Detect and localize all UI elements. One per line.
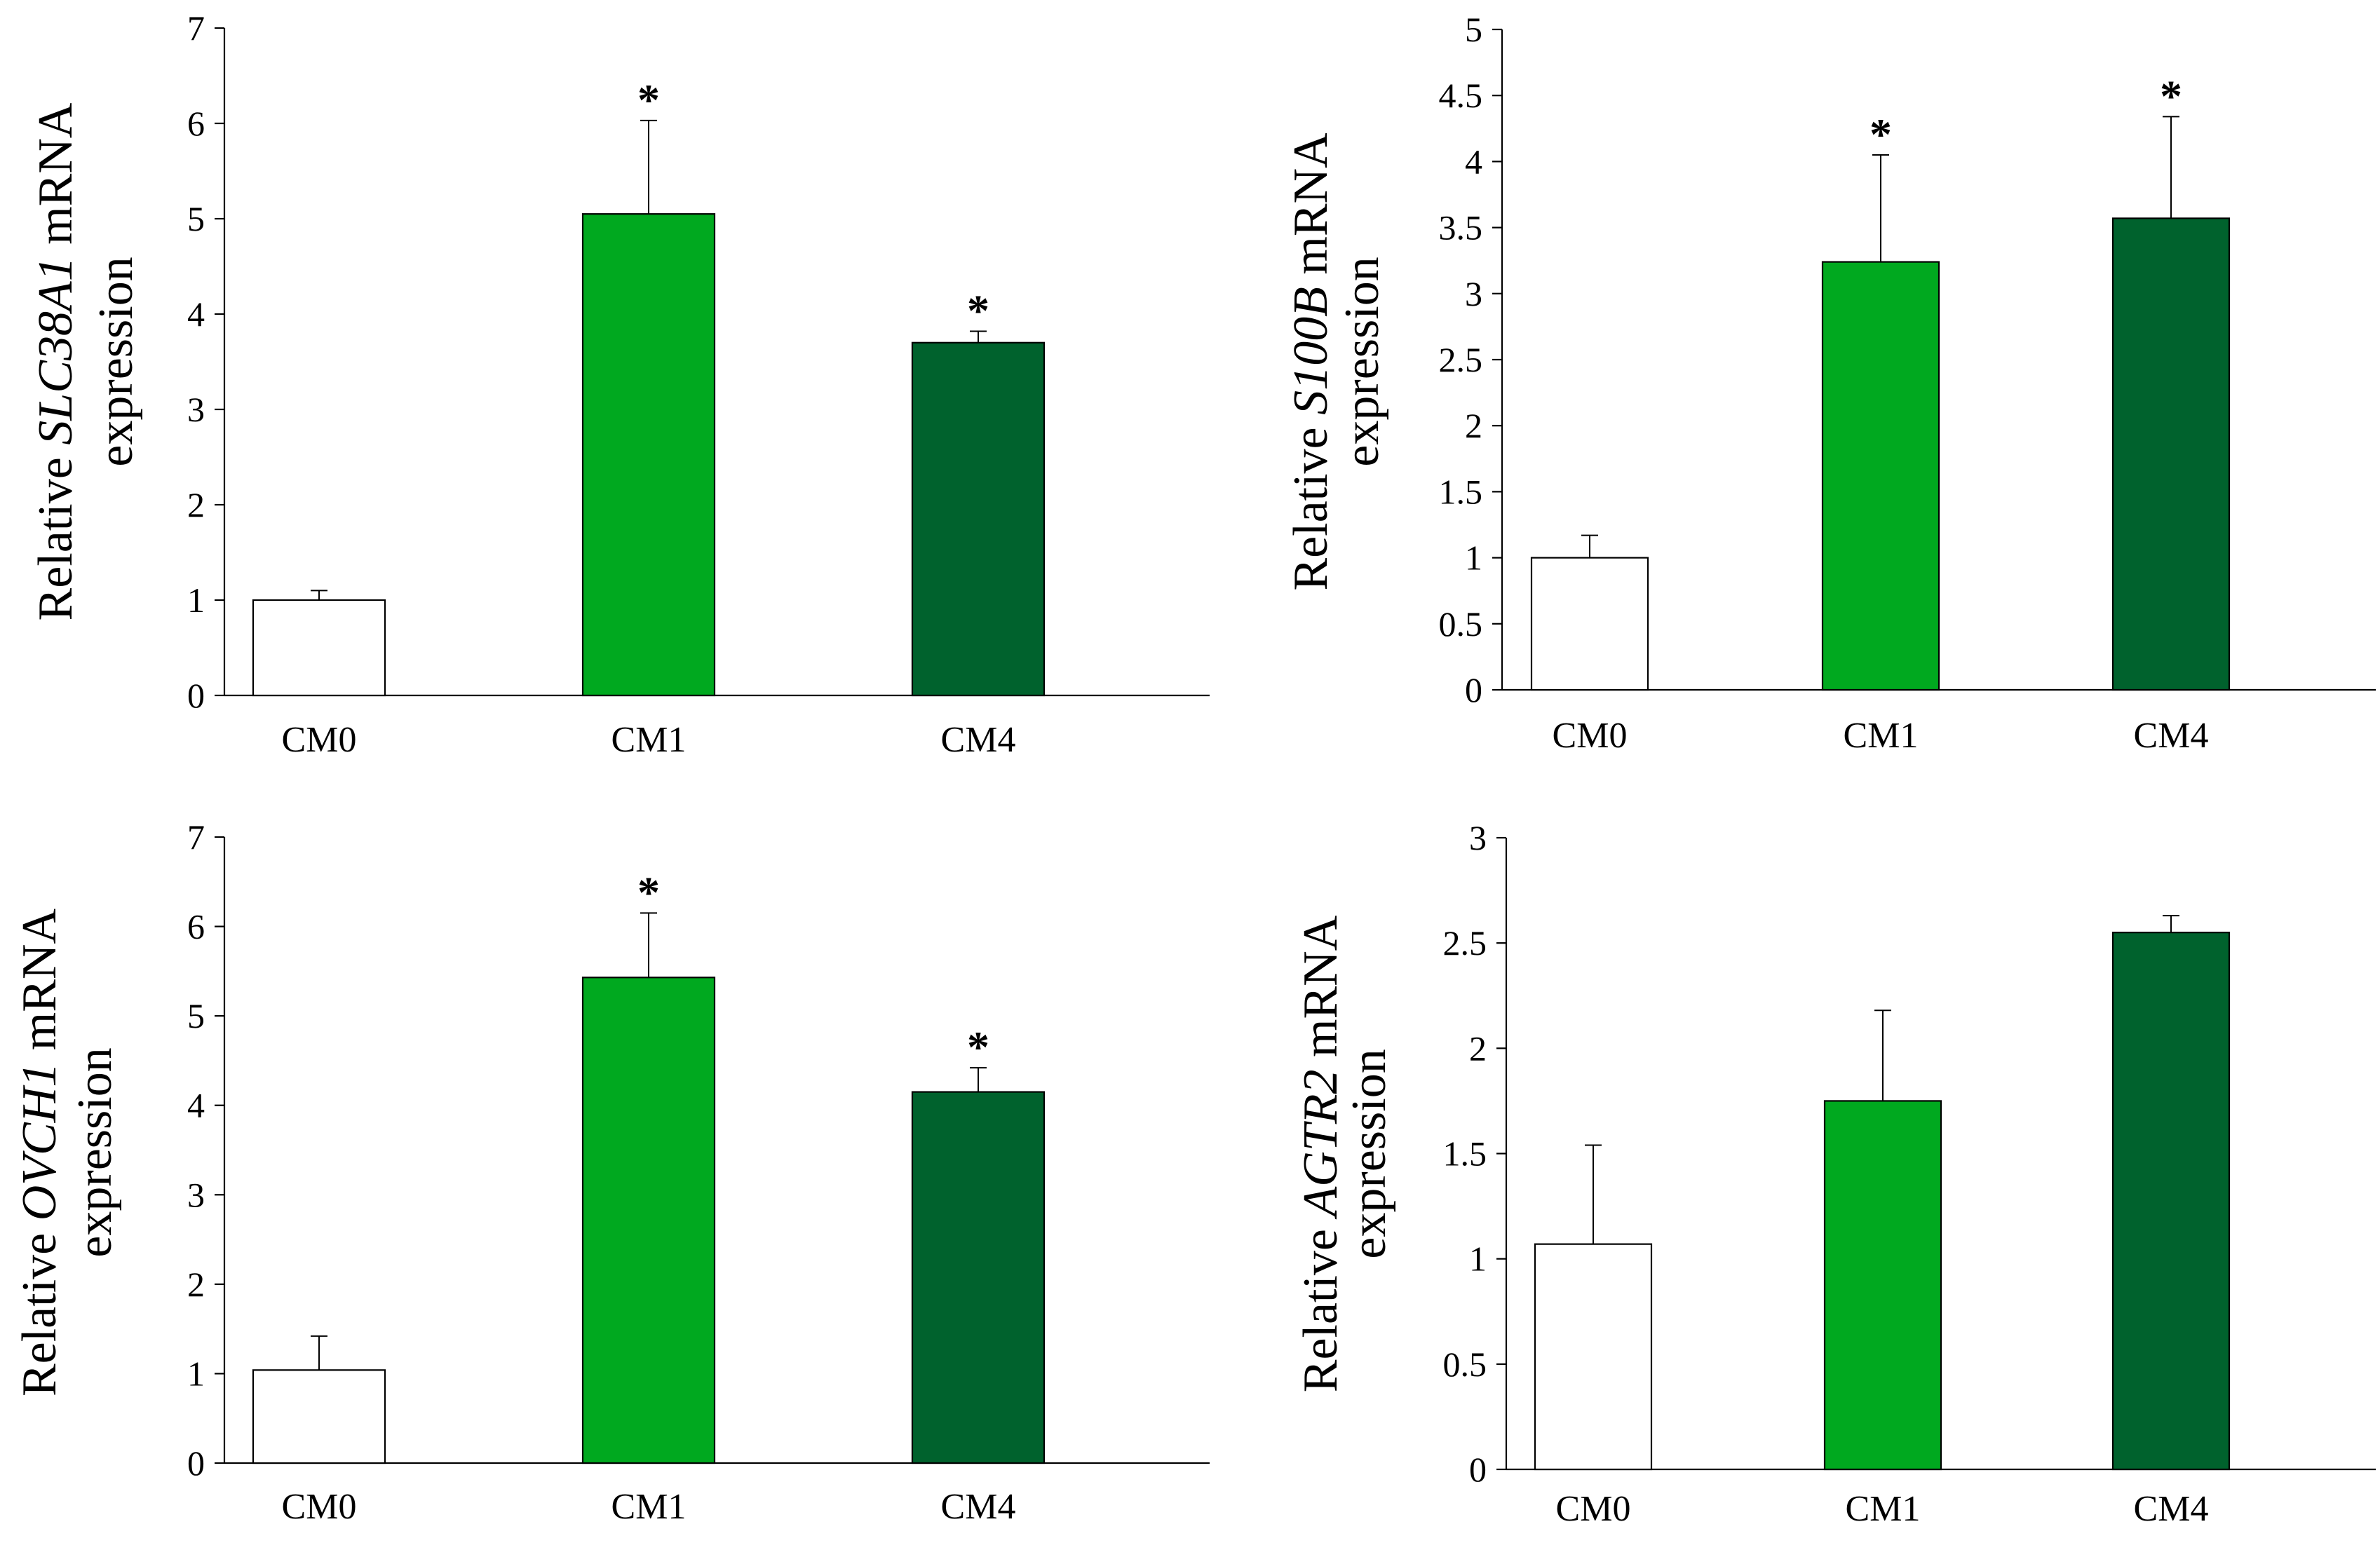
chart-panel-s100b: 0 0.5 1 1.5 2 2.5 3 3.5 4 4.5 5 CM0 * CM1 * CM4 Relative… (1284, 10, 2376, 756)
chart-panel-ovch1: 0 1 2 3 4 5 6 7 CM0 * CM1 * CM4 Relative OVCH1 mRNAex… (13, 817, 1210, 1527)
y-tick-label: 4 (1465, 142, 1482, 181)
y-axis-label: Relative AGTR2 mRNA (1294, 915, 1348, 1392)
significance-marker: * (1869, 109, 1892, 159)
y-tick-label: 3 (187, 390, 205, 429)
x-tick-label: CM0 (1553, 716, 1628, 756)
x-tick-label: CM1 (611, 1487, 687, 1527)
y-axis-label-line2: expression (1342, 1049, 1396, 1258)
y-tick-label: 0.5 (1443, 1345, 1487, 1384)
y-tick-label: 6 (187, 907, 205, 946)
y-tick-label: 2 (187, 485, 205, 524)
y-tick-label: 2.5 (1443, 923, 1487, 963)
y-tick-label: 1.5 (1443, 1134, 1487, 1174)
y-tick-label: 7 (187, 817, 205, 857)
y-tick-label: 1.5 (1439, 472, 1483, 511)
significance-marker: * (967, 1022, 989, 1072)
bar-cm1 (1821, 261, 1940, 691)
bar-cm0 (1534, 1243, 1653, 1471)
x-tick-label: CM4 (2134, 716, 2209, 756)
y-tick-label: 0 (187, 1443, 205, 1483)
y-tick-label: 4 (187, 1086, 205, 1125)
x-tick-label: CM0 (1556, 1489, 1631, 1529)
significance-marker: * (637, 75, 660, 125)
y-tick-label: 6 (187, 104, 205, 143)
y-tick-label: 3 (1465, 274, 1482, 313)
bar-cm0 (252, 1369, 386, 1464)
significance-marker: * (637, 867, 660, 917)
bar-cm4 (2111, 217, 2231, 691)
y-tick-label: 4 (187, 294, 205, 334)
x-tick-label: CM0 (282, 720, 357, 760)
bar-cm1 (581, 213, 716, 697)
y-tick-label: 3 (1469, 818, 1487, 857)
bar-cm0 (252, 599, 386, 697)
y-axis-label: Relative OVCH1 mRNA (13, 909, 67, 1397)
y-tick-label: 7 (187, 8, 205, 48)
y-tick-label: 1 (1465, 538, 1482, 578)
x-tick-label: CM1 (1846, 1489, 1921, 1529)
significance-marker: * (967, 285, 989, 335)
x-tick-label: CM1 (611, 720, 687, 760)
y-tick-label: 0 (1465, 670, 1482, 709)
y-tick-label: 5 (187, 199, 205, 238)
y-tick-label: 1 (187, 1354, 205, 1393)
bar-cm4 (911, 1091, 1046, 1464)
y-axis-label-line2: expression (89, 257, 143, 466)
bar-cm1 (1823, 1100, 1942, 1471)
chart-panel-agtr2: 0 0.5 1 1.5 2 2.5 3 CM0 CM1 CM4 Relative AGTR2 mRN… (1294, 818, 2376, 1529)
y-axis-label: Relative S100B mRNA (1284, 132, 1338, 591)
bar-cm4 (2111, 932, 2231, 1471)
y-tick-label: 5 (1465, 10, 1482, 49)
x-tick-label: CM4 (941, 720, 1016, 760)
y-tick-label: 1 (1469, 1239, 1487, 1279)
bar-cm1 (581, 977, 716, 1464)
chart-panel-slc38a1: 0 1 2 3 4 5 6 7 CM0 * CM1 * CM4 Relative SLC38A1 mRNA… (29, 8, 1210, 760)
x-tick-label: CM1 (1844, 716, 1919, 756)
y-tick-label: 2 (1465, 406, 1482, 445)
bar-cm0 (1530, 557, 1649, 691)
y-axis-label: Relative SLC38A1 mRNA (29, 102, 83, 620)
y-tick-label: 3 (187, 1175, 205, 1214)
x-tick-label: CM4 (2134, 1489, 2209, 1529)
y-tick-label: 3.5 (1439, 208, 1483, 247)
y-tick-label: 2.5 (1439, 340, 1483, 379)
y-axis-label-line2: expression (68, 1047, 122, 1257)
y-tick-label: 2 (187, 1265, 205, 1304)
y-tick-label: 0 (187, 676, 205, 715)
y-tick-label: 5 (187, 996, 205, 1035)
y-tick-label: 1 (187, 580, 205, 620)
bar-cm4 (911, 341, 1046, 697)
y-tick-label: 2 (1469, 1028, 1487, 1068)
y-tick-label: 4.5 (1439, 76, 1483, 115)
x-tick-label: CM4 (941, 1487, 1016, 1527)
y-tick-label: 0.5 (1439, 604, 1483, 644)
y-tick-label: 0 (1469, 1450, 1487, 1489)
y-axis-label-line2: expression (1335, 257, 1389, 466)
x-tick-label: CM0 (282, 1487, 357, 1527)
significance-marker: * (2160, 71, 2182, 121)
